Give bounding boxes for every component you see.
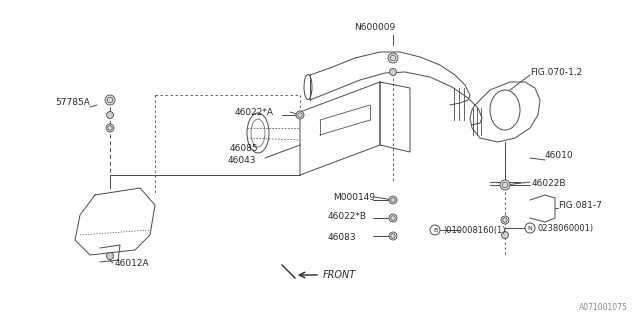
Text: 57785A: 57785A: [55, 98, 90, 107]
Circle shape: [105, 95, 115, 105]
Text: A071001075: A071001075: [579, 303, 628, 313]
Text: )010008160(1): )010008160(1): [443, 226, 506, 235]
Text: 46022B: 46022B: [532, 179, 566, 188]
Text: 46083: 46083: [328, 233, 356, 242]
Circle shape: [430, 225, 440, 235]
Text: M000149: M000149: [333, 193, 375, 202]
Text: 46010: 46010: [545, 150, 573, 159]
Text: 46012A: 46012A: [115, 259, 150, 268]
Circle shape: [525, 223, 535, 233]
Text: 46022*B: 46022*B: [328, 212, 367, 220]
Text: 46022*A: 46022*A: [235, 108, 274, 116]
Text: 0238060001): 0238060001): [537, 223, 593, 233]
Text: N600009: N600009: [355, 22, 396, 31]
Circle shape: [390, 68, 397, 76]
Circle shape: [106, 124, 114, 132]
Circle shape: [106, 111, 113, 118]
Circle shape: [389, 214, 397, 222]
Text: FIG.081-7: FIG.081-7: [558, 201, 602, 210]
Text: FIG.070-1,2: FIG.070-1,2: [530, 68, 582, 76]
Circle shape: [389, 196, 397, 204]
Circle shape: [106, 252, 113, 260]
Circle shape: [296, 111, 304, 119]
Text: 46085: 46085: [230, 143, 259, 153]
Circle shape: [389, 232, 397, 240]
Text: FRONT: FRONT: [323, 270, 356, 280]
Text: N: N: [527, 226, 532, 230]
Text: 46043: 46043: [228, 156, 257, 164]
Circle shape: [501, 216, 509, 224]
Circle shape: [500, 180, 510, 190]
Circle shape: [502, 231, 509, 238]
Text: B: B: [433, 228, 437, 233]
Circle shape: [388, 53, 398, 63]
